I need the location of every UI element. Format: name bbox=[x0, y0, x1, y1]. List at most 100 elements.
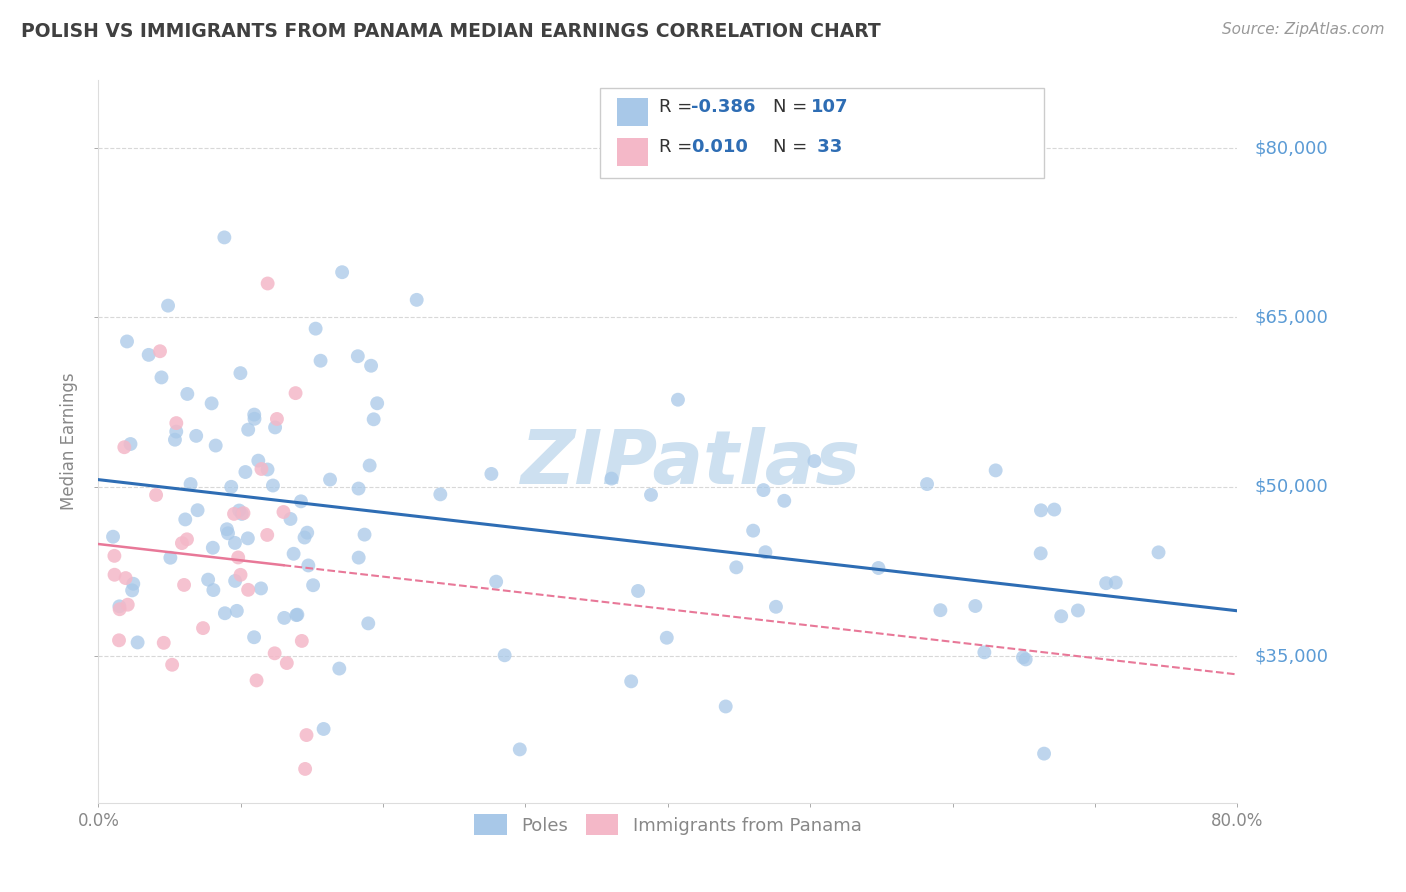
Point bbox=[112, 440, 135, 454]
Point bbox=[1029, 503, 1052, 517]
Point bbox=[294, 531, 316, 545]
Point bbox=[204, 438, 226, 452]
Text: ZIPatlas: ZIPatlas bbox=[520, 426, 860, 500]
Point bbox=[231, 507, 253, 521]
Point bbox=[114, 571, 136, 585]
Point bbox=[201, 541, 224, 555]
Point bbox=[214, 606, 236, 620]
Point bbox=[765, 599, 787, 614]
FancyBboxPatch shape bbox=[617, 138, 648, 166]
Text: 107: 107 bbox=[811, 98, 849, 116]
Point bbox=[600, 472, 623, 486]
Point bbox=[108, 633, 131, 648]
Point bbox=[280, 512, 302, 526]
Text: $50,000: $50,000 bbox=[1254, 478, 1329, 496]
Point bbox=[1012, 650, 1035, 665]
Point bbox=[1043, 502, 1066, 516]
Point bbox=[359, 458, 381, 473]
Point bbox=[285, 608, 308, 623]
Point bbox=[1033, 747, 1056, 761]
Text: 0.010: 0.010 bbox=[690, 138, 748, 156]
Point bbox=[108, 599, 131, 614]
Point bbox=[232, 506, 254, 520]
Point bbox=[228, 503, 250, 517]
Point bbox=[1029, 546, 1052, 560]
Legend: Poles, Immigrants from Panama: Poles, Immigrants from Panama bbox=[465, 805, 870, 845]
Point bbox=[247, 453, 270, 467]
Point bbox=[120, 437, 142, 451]
Point bbox=[138, 348, 160, 362]
Point bbox=[742, 524, 765, 538]
Point bbox=[145, 488, 167, 502]
Point bbox=[304, 321, 326, 335]
Point bbox=[176, 533, 198, 547]
Point bbox=[236, 582, 259, 597]
Point bbox=[294, 762, 316, 776]
Point bbox=[773, 493, 796, 508]
Point bbox=[302, 578, 325, 592]
Point bbox=[283, 547, 305, 561]
Point bbox=[152, 636, 174, 650]
Text: R =: R = bbox=[659, 98, 697, 116]
Point bbox=[202, 582, 225, 597]
Point bbox=[328, 662, 350, 676]
Point bbox=[295, 728, 318, 742]
Point bbox=[117, 598, 139, 612]
Point bbox=[640, 488, 662, 502]
Point bbox=[405, 293, 427, 307]
Point bbox=[276, 656, 298, 670]
Point bbox=[485, 574, 508, 589]
Point bbox=[714, 699, 737, 714]
Point bbox=[245, 673, 267, 688]
Point bbox=[243, 408, 266, 422]
Point bbox=[149, 344, 172, 359]
Point bbox=[655, 631, 678, 645]
Text: 33: 33 bbox=[811, 138, 842, 156]
Point bbox=[291, 634, 314, 648]
Point bbox=[180, 477, 202, 491]
Point bbox=[219, 480, 242, 494]
Text: R =: R = bbox=[659, 138, 697, 156]
Point bbox=[103, 567, 125, 582]
Point bbox=[479, 467, 502, 481]
Point bbox=[284, 386, 307, 401]
Point bbox=[256, 528, 278, 542]
Point bbox=[191, 621, 214, 635]
Point bbox=[236, 532, 259, 546]
Text: -0.386: -0.386 bbox=[690, 98, 755, 116]
FancyBboxPatch shape bbox=[617, 98, 648, 126]
Point bbox=[309, 353, 332, 368]
Point bbox=[226, 550, 249, 565]
Point bbox=[256, 277, 278, 291]
Point bbox=[346, 349, 368, 363]
Point bbox=[264, 420, 287, 434]
Point bbox=[263, 646, 285, 660]
Point bbox=[266, 412, 288, 426]
Point bbox=[312, 722, 335, 736]
Text: N =: N = bbox=[773, 98, 813, 116]
Point bbox=[174, 512, 197, 526]
Point bbox=[366, 396, 388, 410]
FancyBboxPatch shape bbox=[599, 87, 1043, 178]
Point bbox=[224, 574, 246, 588]
Point bbox=[752, 483, 775, 497]
Point bbox=[494, 648, 516, 663]
Point bbox=[666, 392, 689, 407]
Point bbox=[197, 573, 219, 587]
Y-axis label: Median Earnings: Median Earnings bbox=[60, 373, 79, 510]
Point bbox=[297, 525, 319, 540]
Point bbox=[1105, 575, 1128, 590]
Point bbox=[1015, 652, 1038, 666]
Point bbox=[273, 611, 295, 625]
Point bbox=[217, 526, 239, 541]
Point bbox=[803, 454, 825, 468]
Text: N =: N = bbox=[773, 138, 813, 156]
Point bbox=[243, 630, 266, 644]
Point bbox=[256, 462, 278, 476]
Point bbox=[273, 505, 295, 519]
Point bbox=[157, 299, 180, 313]
Point bbox=[238, 423, 260, 437]
Point bbox=[965, 599, 987, 613]
Point bbox=[984, 463, 1007, 477]
Point bbox=[347, 550, 370, 565]
